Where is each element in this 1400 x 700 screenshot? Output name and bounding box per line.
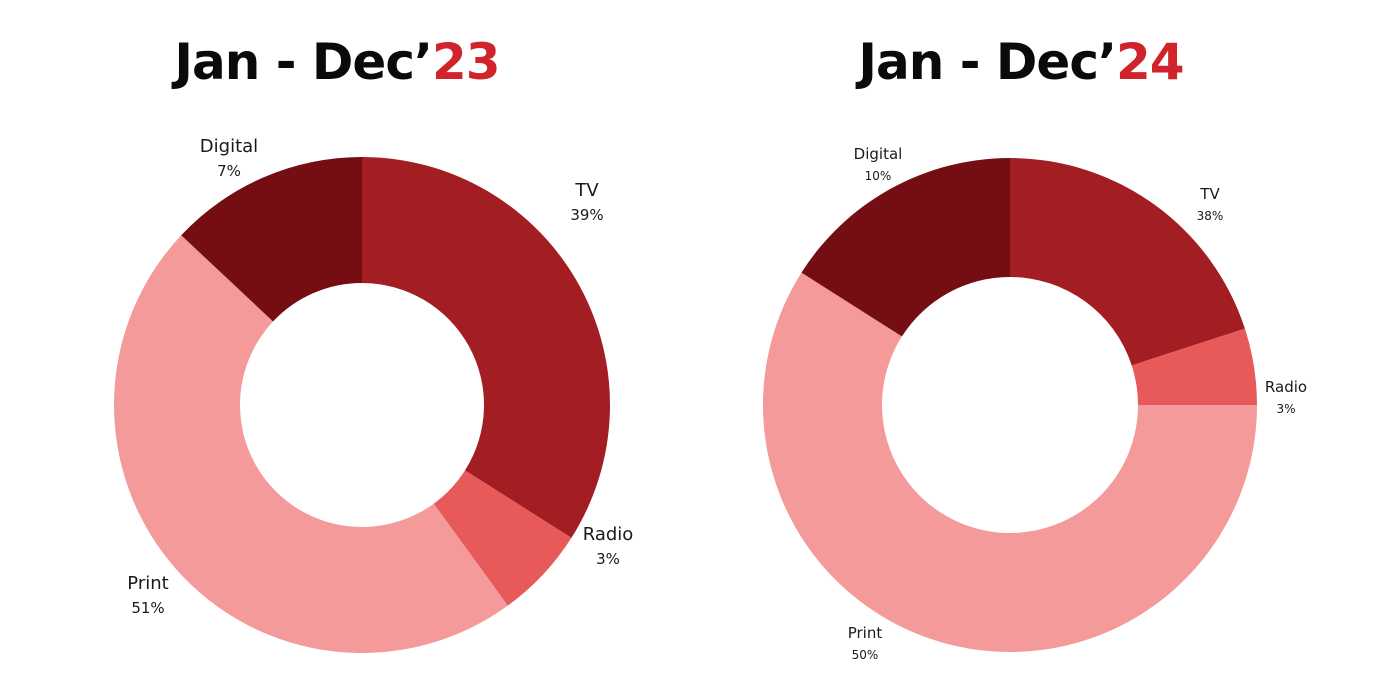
title-year: 24 xyxy=(1115,33,1185,91)
slice-digital xyxy=(801,158,1010,337)
slice-label-digital: Digital xyxy=(200,136,258,157)
donut-chart-23: TV 39% Radio 3% Print 51% Digital 7% xyxy=(113,136,634,654)
slice-value-radio: 3% xyxy=(596,550,620,568)
slice-value-print: 51% xyxy=(131,599,164,617)
donut-chart-24: TV 38% Radio 3% Print 50% Digital 10% xyxy=(762,145,1307,662)
slice-value-tv: 39% xyxy=(570,206,603,224)
slice-label-print: Print xyxy=(127,573,168,594)
title-prefix: Jan - Dec’ xyxy=(858,33,1117,91)
slice-print xyxy=(762,272,1257,652)
slice-radio xyxy=(433,470,572,606)
title-prefix: Jan - Dec’ xyxy=(174,33,433,91)
slice-label-radio: Radio xyxy=(1265,378,1307,396)
title-year: 23 xyxy=(431,33,501,91)
slice-label-print: Print xyxy=(848,624,883,642)
slice-digital xyxy=(181,157,362,322)
slice-value-tv: 38% xyxy=(1197,209,1224,223)
slice-value-print: 50% xyxy=(852,648,879,662)
slice-radio xyxy=(1131,328,1257,405)
slice-label-tv: TV xyxy=(1199,185,1220,203)
slice-value-radio: 3% xyxy=(1276,402,1295,416)
slice-label-digital: Digital xyxy=(854,145,903,163)
chart-title-2023: Jan - Dec’23 xyxy=(87,30,587,94)
slice-label-tv: TV xyxy=(574,180,599,201)
chart-title-2024: Jan - Dec’24 xyxy=(771,30,1271,94)
slice-value-digital: 7% xyxy=(217,162,241,180)
slice-tv xyxy=(362,157,610,538)
slice-tv xyxy=(1010,158,1245,366)
slice-print xyxy=(113,235,508,654)
slice-label-radio: Radio xyxy=(583,524,634,545)
slice-value-digital: 10% xyxy=(865,169,892,183)
